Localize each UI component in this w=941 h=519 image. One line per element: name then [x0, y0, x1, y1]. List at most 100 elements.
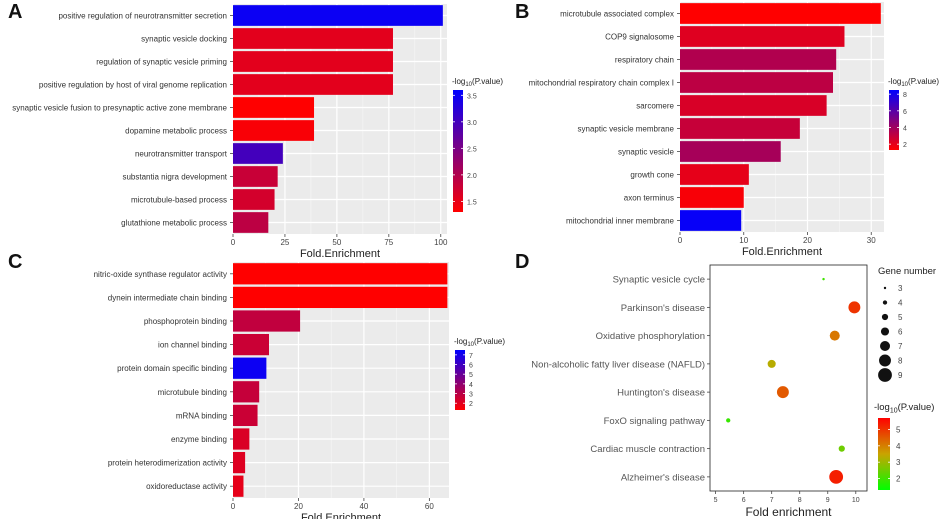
category-label: Synaptic vesicle cycle — [613, 275, 705, 286]
category-label: regulation of synaptic vesicle priming — [96, 58, 227, 67]
category-label: dynein intermediate chain binding — [108, 293, 227, 302]
legend-tick-label: 5 — [469, 372, 473, 379]
legend-tick-label: 2 — [896, 475, 901, 484]
bar — [233, 286, 448, 309]
dot — [838, 445, 845, 452]
legend-tick-label: 2.5 — [467, 146, 477, 153]
category-label: Oxidative phosphorylation — [596, 331, 705, 342]
size-legend-dot — [883, 286, 887, 290]
bar — [233, 333, 269, 356]
bar — [233, 97, 315, 118]
legend-title: -log10(P.value) — [454, 337, 505, 348]
color-legend: -log10(P.value) 5 4 3 2 — [874, 402, 934, 490]
category-label: synaptic vesicle membrane — [578, 125, 675, 134]
size-legend-dot — [880, 341, 890, 351]
category-label: glutathione metabolic process — [121, 219, 227, 228]
category-label: nitric-oxide synthase regulator activity — [94, 270, 227, 279]
bar — [233, 120, 315, 141]
category-label: ion channel binding — [158, 341, 227, 350]
panel-label-d: D — [515, 251, 529, 273]
legend-colorbar — [455, 350, 465, 410]
bar — [680, 141, 781, 162]
panel-label-a: A — [8, 1, 22, 23]
size-legend-dot — [882, 300, 888, 305]
x-tick-label: 6 — [742, 497, 746, 504]
legend-tick-label: 2 — [903, 142, 907, 149]
x-tick-label: 7 — [770, 497, 774, 504]
x-tick-label: 10 — [852, 497, 860, 504]
legend-tick-label: 4 — [896, 442, 901, 451]
x-axis-title: Fold.Enrichment — [742, 246, 822, 258]
x-axis-title: Fold.Enrichment — [300, 248, 380, 260]
size-legend: Gene number 3 4 5 6 7 8 9 — [878, 266, 936, 382]
dot — [848, 301, 861, 314]
legend-tick-label: 3 — [469, 392, 473, 399]
size-legend-dot — [879, 354, 891, 367]
color-legend-bar — [878, 418, 890, 490]
bar — [680, 164, 749, 185]
size-legend-dot — [880, 327, 890, 336]
category-label: Parkinson's disease — [621, 303, 705, 314]
category-label: positive regulation of neurotransmitter … — [58, 12, 227, 21]
x-tick-label: 0 — [231, 502, 236, 511]
category-label: synaptic vesicle fusion to presynaptic a… — [12, 104, 227, 113]
category-label: protein domain specific binding — [117, 364, 227, 373]
category-label: microtubule binding — [158, 388, 227, 397]
legend-tick-label: 2.0 — [467, 173, 477, 180]
color-legend: -log10(P.value) 8 6 4 2 — [888, 77, 939, 150]
x-tick-label: 0 — [231, 238, 236, 247]
legend-colorbar — [453, 90, 463, 212]
bar — [233, 51, 393, 72]
bar — [233, 381, 260, 403]
category-label: neurotransmitter transport — [135, 150, 228, 159]
category-label: COP9 signalosome — [605, 33, 674, 42]
bar — [233, 451, 246, 474]
category-label: mitochondrial respiratory chain complex … — [529, 79, 674, 88]
size-legend-title: Gene number — [878, 266, 936, 277]
size-legend-dot — [878, 368, 892, 382]
category-label: Non-alcoholic fatty liver disease (NAFLD… — [531, 359, 705, 370]
size-legend-label: 3 — [898, 284, 903, 293]
x-tick-label: 20 — [803, 236, 812, 245]
category-label: respiratory chain — [615, 56, 674, 65]
bar — [233, 404, 258, 427]
category-label: microtubule-based process — [131, 196, 227, 205]
bar — [233, 28, 393, 49]
category-label: substantia nigra development — [122, 173, 227, 182]
bar — [233, 310, 301, 332]
category-label: sarcomere — [636, 102, 674, 111]
bar — [680, 210, 742, 231]
x-tick-label: 30 — [867, 236, 876, 245]
legend-tick-label: 4 — [469, 382, 473, 389]
legend-tick-label: 3.5 — [467, 93, 477, 100]
dot — [829, 469, 844, 484]
x-axis-title: Fold.Enrichment — [301, 512, 381, 519]
legend-tick-label: 6 — [469, 363, 473, 370]
bar — [680, 49, 837, 70]
x-tick-label: 5 — [714, 497, 718, 504]
category-label: Cardiac muscle contraction — [590, 444, 705, 455]
color-legend-title: -log10(P.value) — [874, 402, 934, 415]
bar — [233, 74, 393, 95]
bar — [680, 95, 827, 116]
category-label: synaptic vesicle docking — [141, 35, 227, 44]
legend-tick-label: 6 — [903, 109, 907, 116]
bar — [233, 357, 267, 379]
bar — [233, 212, 269, 233]
panel-d: D Synaptic vesicle cycle Parkinson's disea… — [515, 251, 936, 519]
bar — [680, 118, 800, 139]
size-legend-label: 4 — [898, 299, 903, 308]
category-label: Alzheimer's disease — [621, 472, 705, 483]
bar — [680, 187, 744, 208]
bar — [680, 3, 881, 24]
color-legend: -log10(P.value) 7 6 5 4 3 2 — [454, 337, 505, 410]
x-tick-label: 40 — [359, 502, 368, 511]
legend-title: -log10(P.value) — [888, 77, 939, 88]
x-tick-label: 0 — [678, 236, 683, 245]
color-legend: -log10(P.value) 3.5 3.0 2.5 2.0 1.5 — [452, 77, 503, 212]
size-legend-label: 5 — [898, 313, 903, 322]
